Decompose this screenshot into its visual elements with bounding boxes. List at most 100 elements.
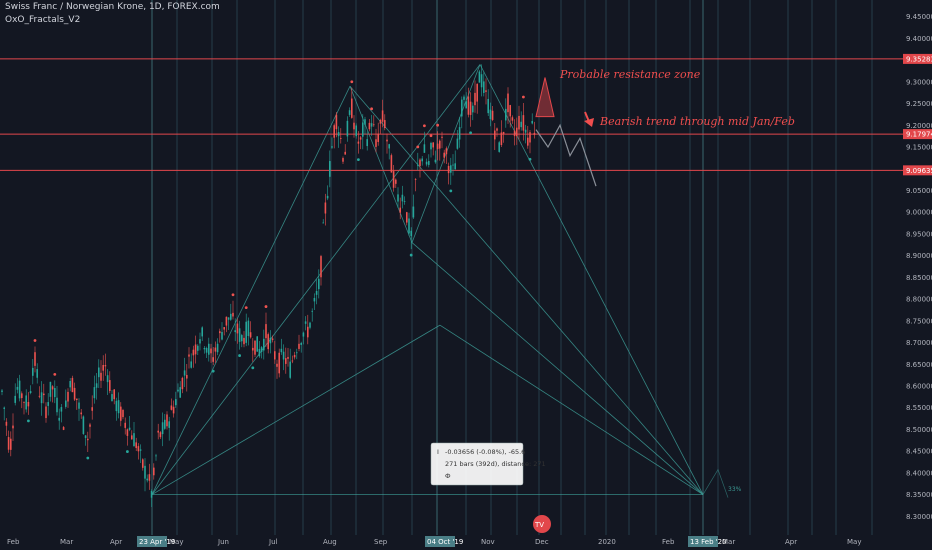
candle-body [353, 122, 355, 130]
candle-body [100, 372, 102, 381]
candle-body [467, 96, 470, 115]
pattern-leg-7 [349, 85, 704, 495]
candle-body [36, 369, 38, 378]
candle-body [278, 352, 280, 374]
candle-body [355, 125, 357, 137]
price-axis-bg [903, 0, 932, 550]
candle-body [346, 120, 349, 137]
measure-line-1: -0.03656 (-0.08%), -65.6 [445, 448, 525, 456]
candle-body [291, 360, 294, 362]
candle-body [223, 327, 225, 330]
candle-body [507, 93, 509, 113]
candle-body [399, 207, 401, 213]
time-tick-label: May [847, 538, 861, 546]
candle-body [428, 161, 430, 165]
candle-body [38, 395, 41, 397]
candle-body [102, 364, 104, 371]
date-tag-2 [688, 536, 718, 547]
candle-body [256, 336, 258, 352]
candle-body [216, 343, 219, 353]
price-tick-label: 9.40000 [906, 35, 932, 43]
candle-body [315, 291, 318, 295]
date-tag-0 [137, 536, 167, 547]
candle-body [348, 110, 351, 115]
candle-body [234, 330, 236, 333]
candle-body [524, 129, 527, 133]
candle-body [434, 159, 437, 163]
candle-body [263, 338, 265, 351]
candle-body [155, 455, 157, 457]
candle-body [476, 83, 478, 102]
price-tick-label: 8.55000 [906, 404, 932, 412]
candle-body [146, 478, 148, 481]
candle-body [456, 138, 459, 149]
candle-body [533, 132, 536, 135]
candle-body [386, 139, 388, 142]
candle-body [252, 347, 254, 351]
candle-body [183, 370, 186, 376]
candle-body [318, 278, 320, 290]
candle-body [117, 400, 120, 414]
price-tick-label: 8.65000 [906, 361, 932, 369]
candle-body [289, 361, 291, 378]
fractal-high-marker [423, 124, 426, 128]
candle-body [436, 143, 439, 149]
time-axis[interactable]: Feb Mar Apr May Jun Jul Aug Sep Nov Dec 2020 Feb Mar… [0, 535, 932, 550]
candle-body [377, 133, 379, 142]
measure-tool-box[interactable]: Ⅰ -0.03656 (-0.08%), -65.6 271 bars (392… [430, 442, 546, 486]
candle-body [307, 326, 309, 338]
candle-body [27, 401, 30, 407]
candle-body [23, 402, 25, 404]
candle-body [203, 347, 206, 350]
date-tag-label-1: 04 Oct '19 [427, 538, 463, 546]
candle-body [10, 438, 12, 450]
candle-body [188, 354, 190, 357]
candle-body [375, 139, 377, 147]
candle-body [78, 402, 80, 409]
candle-body [69, 381, 71, 388]
candle-body [271, 338, 274, 341]
candle-body [516, 127, 518, 137]
pattern-leg-5 [151, 324, 441, 495]
candle-body [340, 138, 342, 139]
candle-body [397, 194, 399, 202]
fractal-high-marker [33, 339, 37, 342]
candle-body [441, 136, 443, 138]
price-tick-label: 9.05000 [906, 187, 932, 195]
time-tick-label: 2020 [598, 538, 616, 546]
candle-body [73, 387, 76, 400]
candle-body [344, 151, 346, 155]
pattern-leg-0 [151, 86, 351, 495]
candle-body [89, 424, 91, 427]
candle-body [489, 109, 492, 120]
candle-body [133, 433, 135, 447]
candle-body [265, 324, 267, 339]
price-tick-label: 8.85000 [906, 274, 932, 282]
fractal-low-marker [238, 354, 242, 357]
date-tag-1 [425, 536, 455, 547]
candle-body [487, 98, 489, 114]
tradingview-logo-icon: TV [533, 515, 551, 533]
candle-body [120, 406, 122, 421]
candle-body [236, 323, 239, 334]
price-axis[interactable]: 9.450009.400009.350009.300009.250009.200… [903, 0, 932, 550]
candle-body [190, 361, 192, 368]
candle-body [274, 351, 276, 360]
candle-body [373, 124, 375, 126]
candle-body [144, 465, 146, 479]
candle-body [126, 429, 129, 436]
level-tag-2 [903, 165, 932, 176]
candle-body [401, 194, 404, 202]
price-tick-label: 8.40000 [906, 469, 932, 477]
svg-text:TV: TV [534, 521, 544, 529]
candle-body [414, 178, 417, 180]
candle-body [131, 435, 133, 440]
candle-body [60, 407, 63, 412]
candle-body [359, 137, 362, 140]
candle-body [51, 386, 54, 390]
fractal-low-marker [251, 366, 255, 370]
candle-body [410, 230, 412, 237]
symbol-title: Swiss Franc / Norwegian Krone, 1D, FOREX… [5, 2, 220, 12]
time-tick-label: Apr [110, 538, 122, 546]
